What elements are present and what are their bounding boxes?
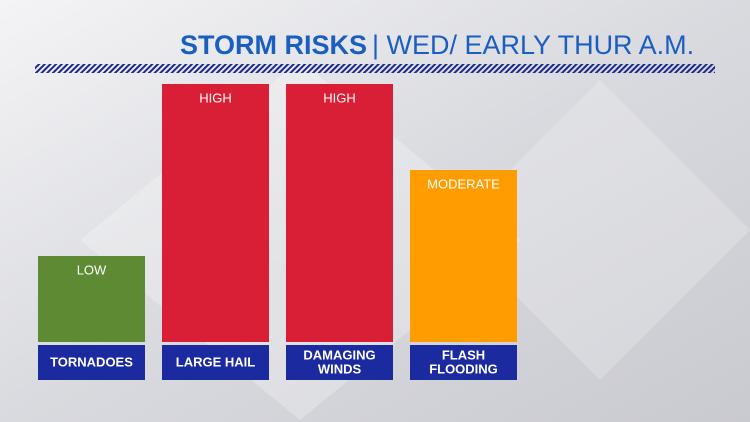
title-rule — [35, 64, 715, 73]
value-label: HIGH — [323, 90, 356, 105]
chart-title: STORM RISKS — [180, 30, 367, 60]
x-tick-label: LARGE HAIL — [176, 354, 256, 369]
bg-diamond — [450, 80, 750, 380]
bar — [286, 84, 393, 342]
category-box — [286, 345, 393, 380]
category-box — [162, 345, 269, 380]
value-label: MODERATE — [427, 176, 500, 191]
x-tick-label: TORNADOES — [50, 354, 133, 369]
x-tick-label: DAMAGING — [303, 347, 375, 362]
bar — [162, 84, 269, 342]
value-label: HIGH — [199, 90, 232, 105]
chart-subtitle: | WED/ EARLY THUR A.M. — [372, 30, 694, 60]
category-box — [410, 345, 517, 380]
bar — [38, 256, 145, 342]
category-box — [38, 345, 145, 380]
value-label: LOW — [77, 262, 107, 277]
x-tick-label: FLOODING — [429, 361, 498, 376]
x-tick-label: WINDS — [318, 361, 362, 376]
x-tick-label: FLASH — [442, 347, 485, 362]
bar — [410, 170, 517, 342]
